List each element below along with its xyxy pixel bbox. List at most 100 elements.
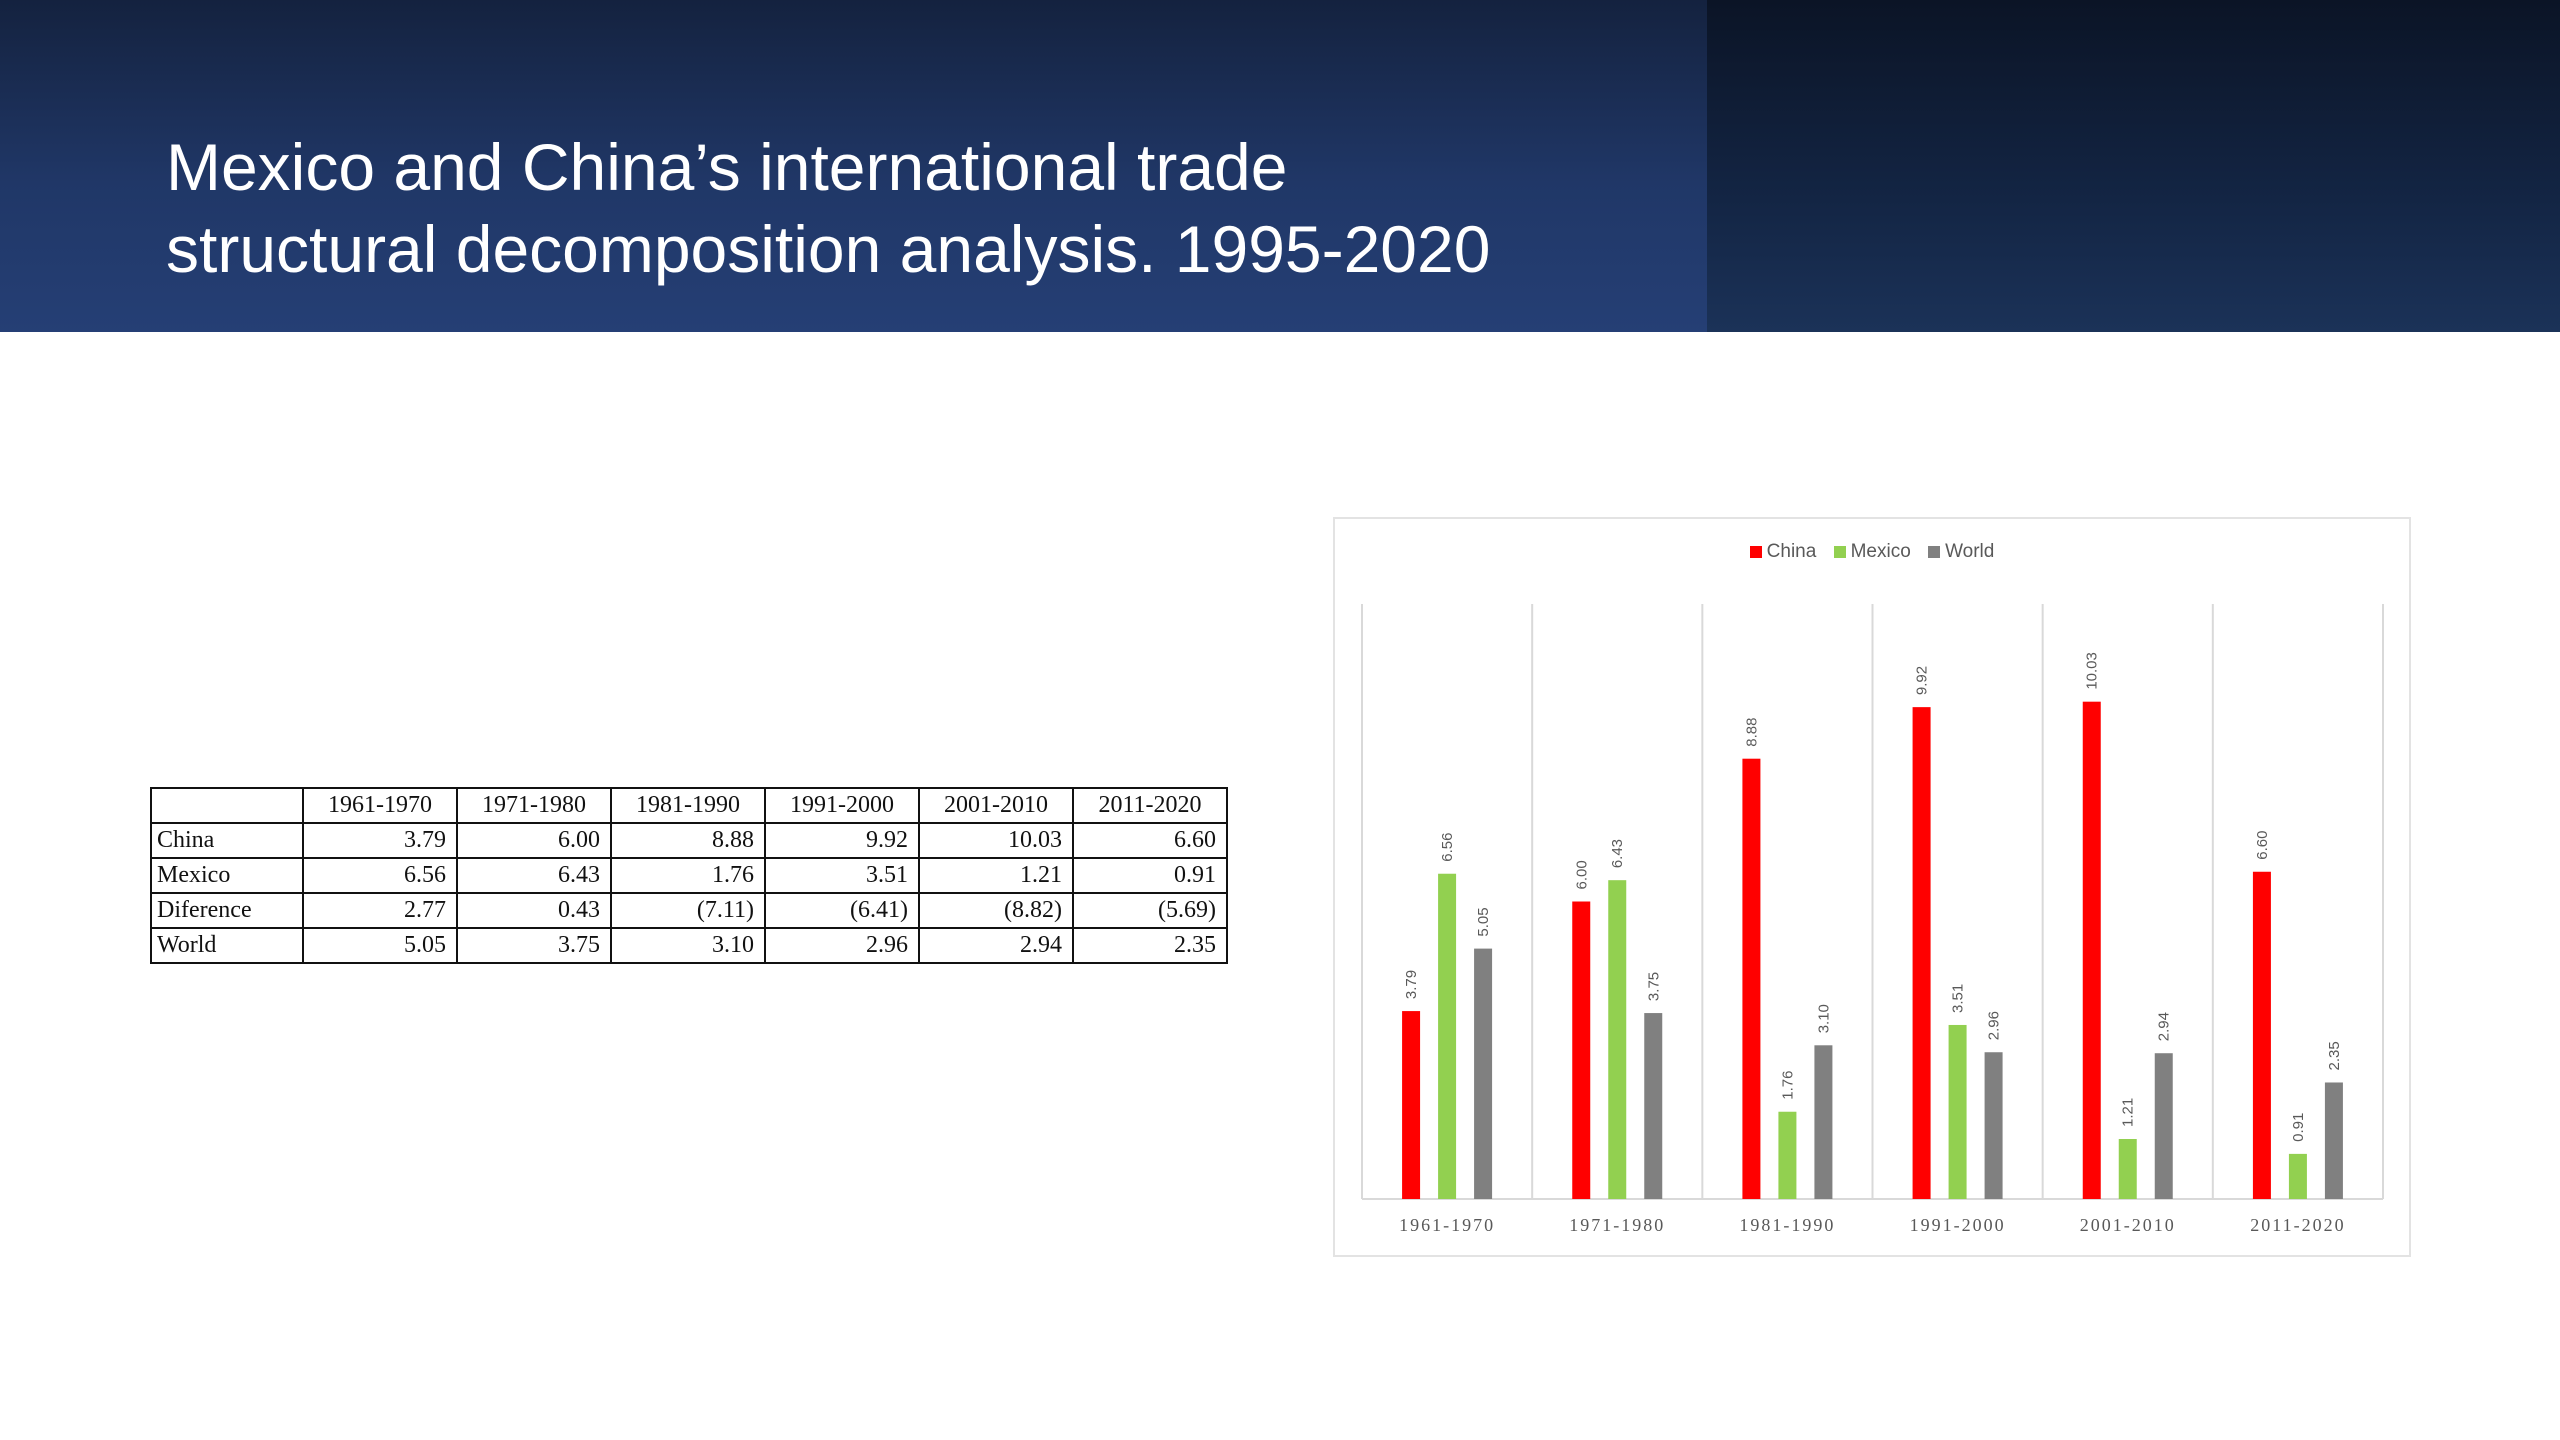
data-label: 3.51 <box>1950 984 1967 1013</box>
bar-world <box>1644 1013 1663 1199</box>
data-label: 6.00 <box>1573 860 1590 889</box>
bar-mexico <box>1608 880 1627 1199</box>
data-label: 3.79 <box>1403 970 1420 999</box>
bar-mexico <box>2288 1153 2307 1199</box>
growth-rate-table: 1961-1970 1971-1980 1981-1990 1991-2000 … <box>150 787 1228 964</box>
table-cell: 5.05 <box>302 927 458 964</box>
data-label: 2.94 <box>2156 1012 2173 1041</box>
data-label: 2.96 <box>1986 1011 2003 1040</box>
table-row-label: World <box>150 927 304 964</box>
data-label: 9.92 <box>1914 666 1931 695</box>
bar-china <box>2082 701 2101 1199</box>
table-cell: 9.92 <box>764 822 920 859</box>
table-row-mexico: Mexico 6.56 6.43 1.76 3.51 1.21 0.91 <box>150 857 1228 894</box>
legend-label: Mexico <box>1850 541 1911 562</box>
x-tick-label: 2001-2010 <box>2080 1215 2176 1235</box>
table-cell: 3.51 <box>764 857 920 894</box>
bar-china <box>1402 1011 1421 1199</box>
data-label: 1.21 <box>2120 1098 2137 1127</box>
bar-mexico <box>1948 1024 1967 1199</box>
bar-world <box>1984 1052 2003 1199</box>
bar-mexico <box>1778 1111 1797 1199</box>
x-tick-label: 1991-2000 <box>1910 1215 2006 1235</box>
data-label: 3.75 <box>1645 972 1662 1001</box>
title-banner <box>0 0 2560 332</box>
x-tick-label: 1971-1980 <box>1569 1215 1665 1235</box>
table-cell: (5.69) <box>1072 892 1228 929</box>
table-cell: (7.11) <box>610 892 766 929</box>
table-row-difference: Diference 2.77 0.43 (7.11) (6.41) (8.82)… <box>150 892 1228 929</box>
table-header-cell: 1991-2000 <box>764 787 920 824</box>
table-cell: 2.35 <box>1072 927 1228 964</box>
slide-title-line-2: structural decomposition analysis. 1995-… <box>166 212 1491 287</box>
table-row-world: World 5.05 3.75 3.10 2.96 2.94 2.35 <box>150 927 1228 964</box>
data-label: 0.91 <box>2290 1113 2307 1142</box>
table-header-cell: 2011-2020 <box>1072 787 1228 824</box>
data-label: 5.05 <box>1475 907 1492 936</box>
table-cell: 2.96 <box>764 927 920 964</box>
bar-china <box>1572 901 1591 1199</box>
x-tick-label: 1961-1970 <box>1399 1215 1495 1235</box>
table-cell: 1.21 <box>918 857 1074 894</box>
table-corner-cell <box>150 787 304 824</box>
data-label: 2.35 <box>2326 1041 2343 1070</box>
banner-left-panel <box>0 0 1707 332</box>
table-header-row: 1961-1970 1971-1980 1981-1990 1991-2000 … <box>150 787 1228 824</box>
data-label: 3.10 <box>1815 1004 1832 1033</box>
table-header-cell: 1971-1980 <box>456 787 612 824</box>
data-label: 10.03 <box>2084 652 2101 690</box>
table-cell: 0.91 <box>1072 857 1228 894</box>
table-header-cell: 1961-1970 <box>302 787 458 824</box>
data-label: 1.76 <box>1779 1071 1796 1100</box>
table-cell: 6.60 <box>1072 822 1228 859</box>
chart-legend: China Mexico World <box>1335 541 2409 563</box>
data-label: 6.56 <box>1439 833 1456 862</box>
table-cell: 3.10 <box>610 927 766 964</box>
legend-swatch-world <box>1928 546 1941 558</box>
legend-swatch-china <box>1749 546 1762 558</box>
bar-world <box>1814 1045 1833 1199</box>
bar-china <box>2252 871 2271 1199</box>
table-cell: 6.56 <box>302 857 458 894</box>
legend-swatch-mexico <box>1833 546 1846 558</box>
table-cell: 3.79 <box>302 822 458 859</box>
table-header-cell: 2001-2010 <box>918 787 1074 824</box>
legend-item-china: China <box>1749 541 1817 563</box>
legend-item-mexico: Mexico <box>1833 541 1911 563</box>
table-cell: 2.77 <box>302 892 458 929</box>
legend-label: World <box>1945 541 1995 562</box>
table-row-label: China <box>150 822 304 859</box>
table-row-label: Mexico <box>150 857 304 894</box>
table-cell: 6.43 <box>456 857 612 894</box>
table-cell: 10.03 <box>918 822 1074 859</box>
bar-china <box>1742 758 1761 1199</box>
table-cell: 2.94 <box>918 927 1074 964</box>
bar-world <box>1474 948 1493 1199</box>
legend-item-world: World <box>1928 541 1994 563</box>
x-tick-label: 1981-1990 <box>1739 1215 1835 1235</box>
slide-title-line-1: Mexico and China’s international trade <box>166 130 1288 205</box>
data-label: 6.60 <box>2254 831 2271 860</box>
table-cell: 6.00 <box>456 822 612 859</box>
bar-china <box>1912 707 1931 1199</box>
table-row-label: Diference <box>150 892 304 929</box>
table-cell: (8.82) <box>918 892 1074 929</box>
slide-title: Mexico and China’s international trade s… <box>166 126 1666 290</box>
data-label: 8.88 <box>1743 717 1760 746</box>
legend-label: China <box>1766 541 1817 562</box>
table-cell: 0.43 <box>456 892 612 929</box>
data-label: 6.43 <box>1609 839 1626 868</box>
banner-right-panel <box>1707 0 2560 332</box>
bar-mexico <box>2118 1139 2137 1199</box>
table-cell: (6.41) <box>764 892 920 929</box>
bar-chart: China Mexico World 3.79 6.56 5.05 1961-1970… <box>1333 517 2411 1257</box>
bar-world <box>2324 1082 2343 1199</box>
table-row-china: China 3.79 6.00 8.88 9.92 10.03 6.60 <box>150 822 1228 859</box>
table-cell: 8.88 <box>610 822 766 859</box>
table-cell: 3.75 <box>456 927 612 964</box>
x-tick-label: 2011-2020 <box>2250 1215 2345 1235</box>
bar-world <box>2154 1053 2173 1199</box>
chart-plot-area: 3.79 6.56 5.05 1961-1970 6.00 6.43 3.75 1971-19… <box>1361 604 2384 1235</box>
bar-mexico <box>1438 873 1457 1199</box>
table-cell: 1.76 <box>610 857 766 894</box>
